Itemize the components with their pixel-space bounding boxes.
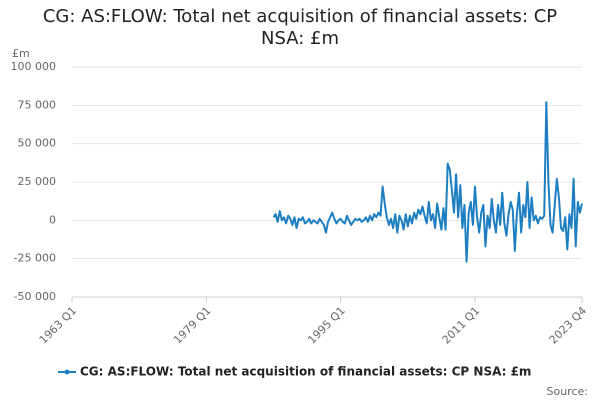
y-tick-label: -50 000 [14,290,56,303]
legend-marker [64,369,70,375]
y-tick-label: 25 000 [18,175,57,188]
x-tick-label: 2023 Q4 [547,304,590,347]
x-tick-label: 1979 Q1 [171,304,214,347]
y-tick-label: 100 000 [11,60,57,73]
chart-title: CG: AS:FLOW: Total net acquisition of fi… [42,6,558,49]
y-tick-label: 50 000 [18,137,57,150]
data-line [272,101,583,263]
legend-label: CG: AS:FLOW: Total net acquisition of fi… [80,365,531,379]
source: Source: [547,385,589,398]
y-tick-label: 0 [49,213,56,226]
x-tick-label: 2011 Q1 [440,304,483,347]
x-tick-label: 1995 Q1 [305,304,348,347]
y-tick-label: -25 000 [14,252,56,265]
x-tick-label: 1963 Q1 [37,304,80,347]
y-axis-label: £m [12,47,30,60]
y-tick-label: 75 000 [18,98,57,111]
